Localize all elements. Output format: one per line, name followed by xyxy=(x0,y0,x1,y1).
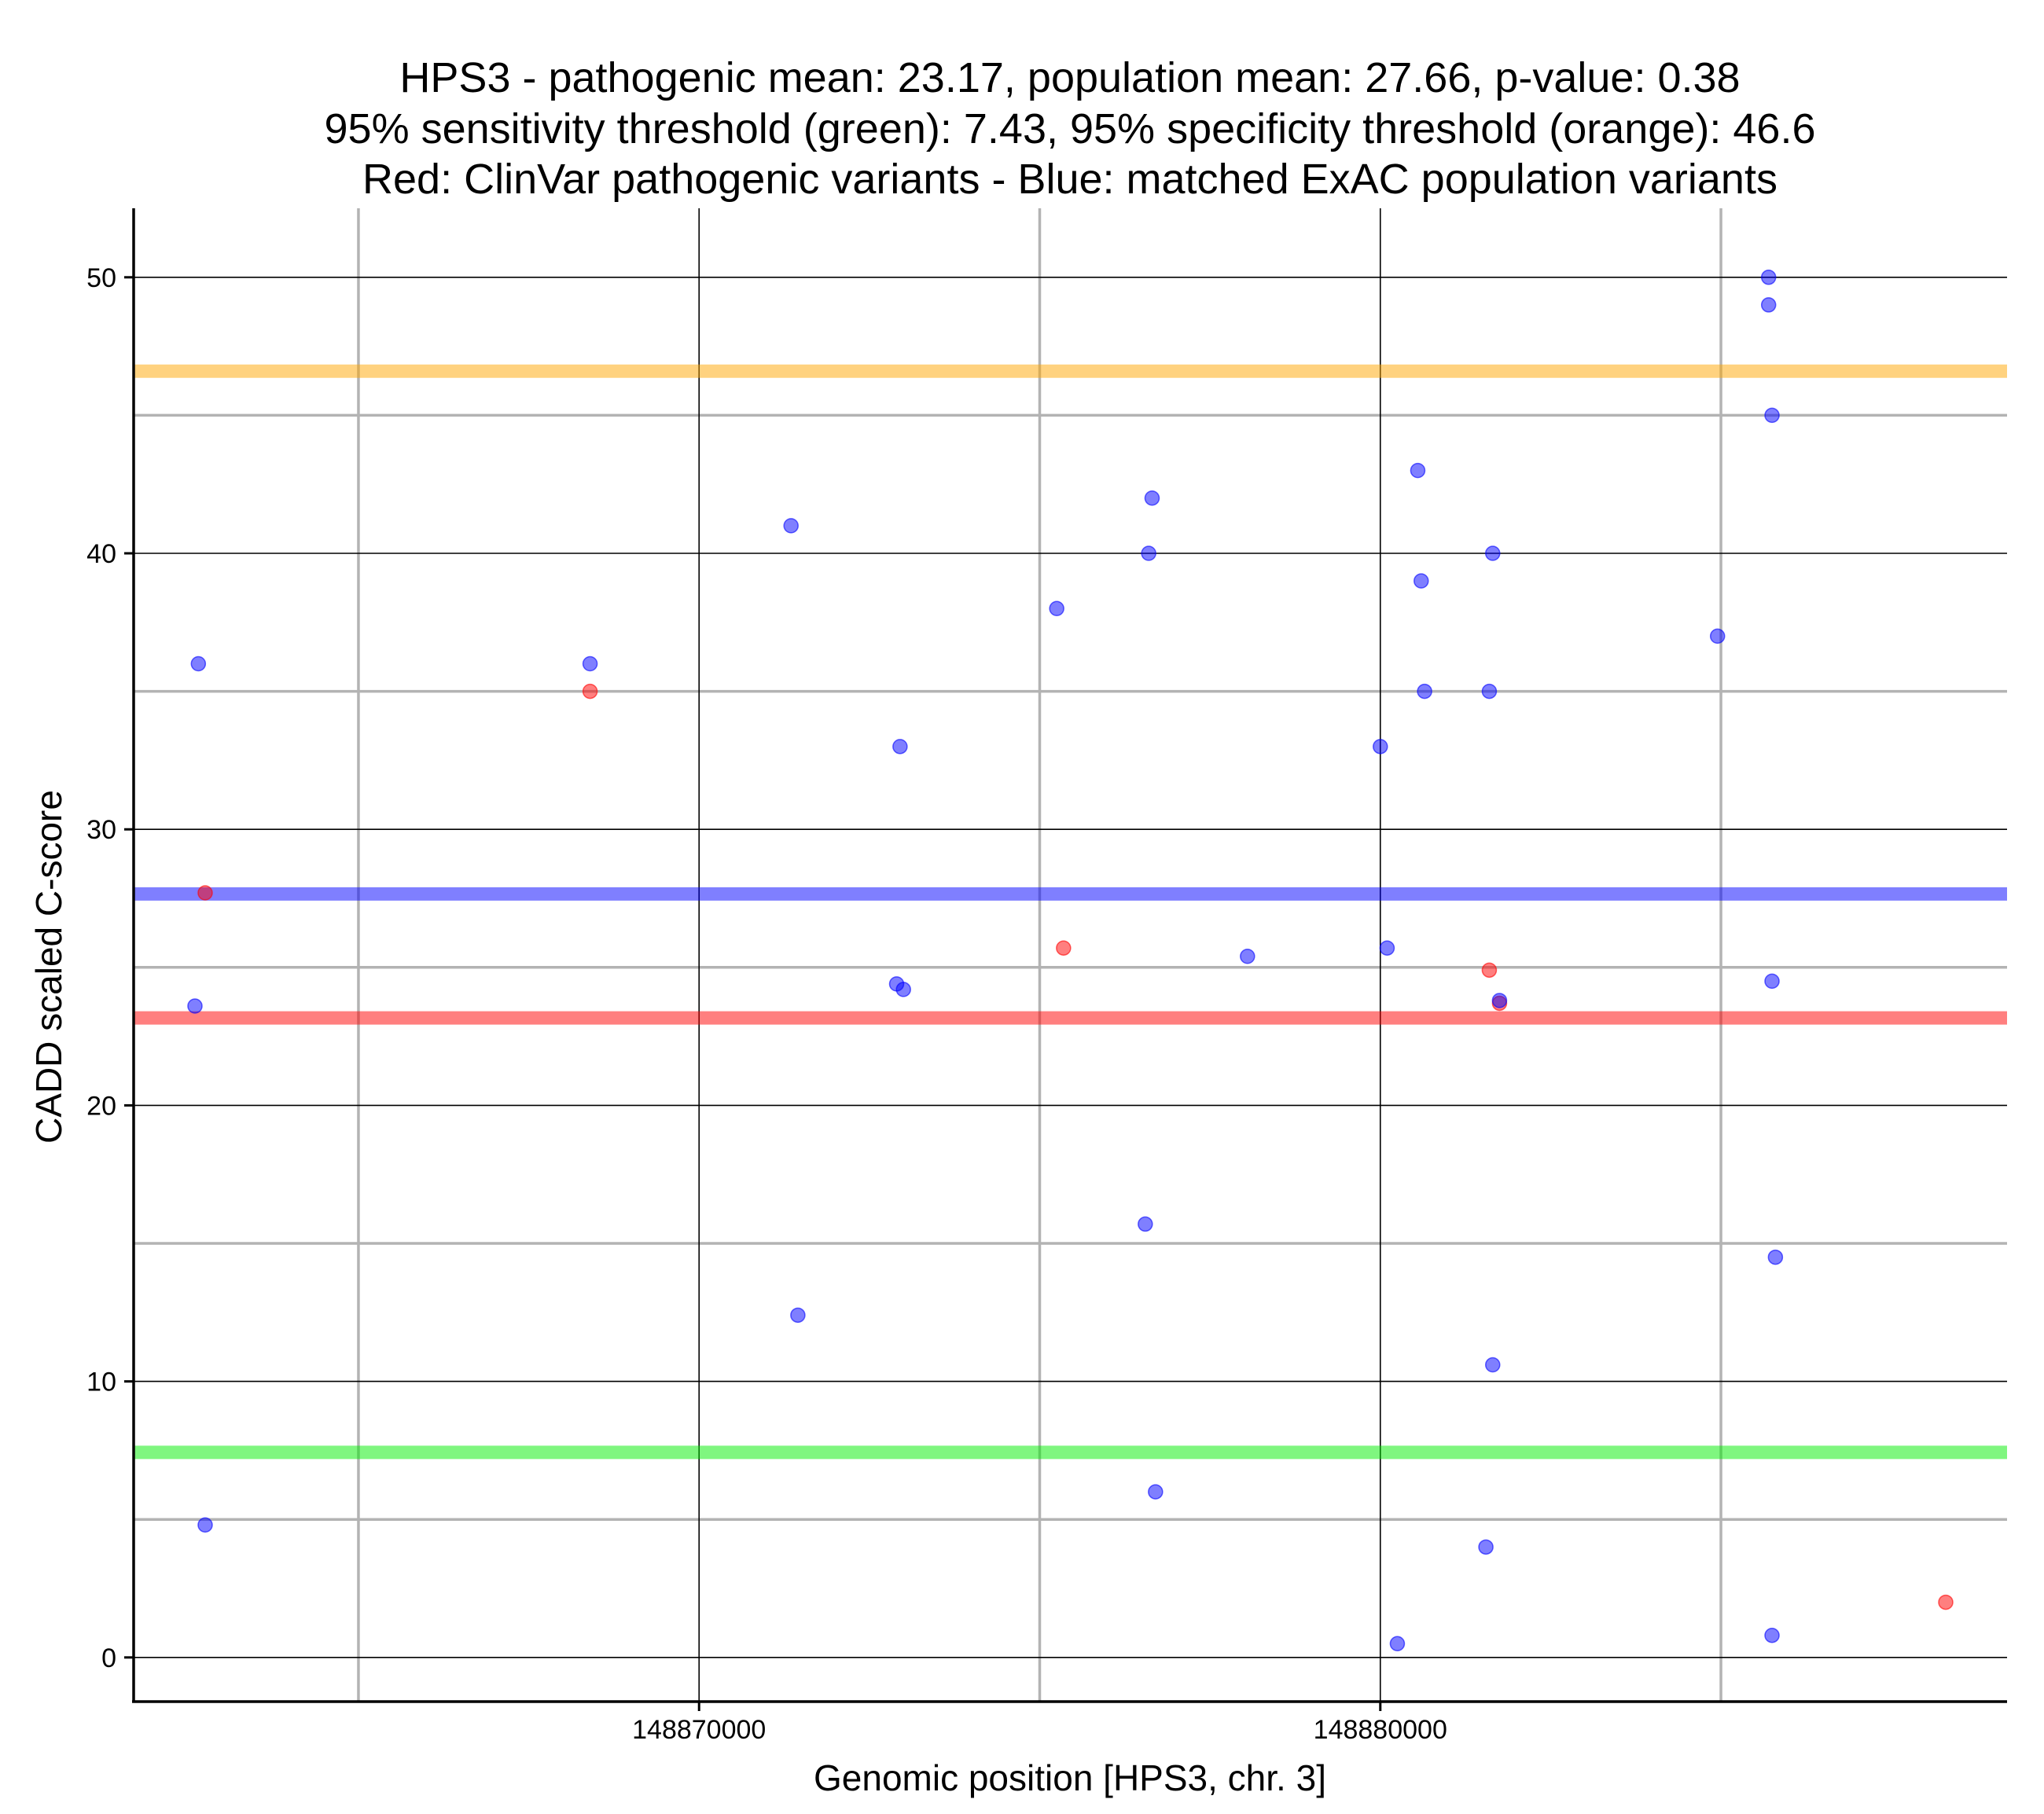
population-point xyxy=(1760,270,1777,285)
y-tick-label: 50 xyxy=(86,263,116,293)
chart-title: HPS3 - pathogenic mean: 23.17, populatio… xyxy=(325,54,1816,203)
population-point xyxy=(1481,683,1498,700)
population-point xyxy=(190,655,207,672)
pathogenic-point xyxy=(1481,962,1498,979)
title-line-2: 95% sensitivity threshold (green): 7.43,… xyxy=(325,105,1816,152)
population-point xyxy=(582,655,598,672)
pathogenic-point xyxy=(1938,1594,1954,1610)
population-point xyxy=(1767,1249,1784,1265)
population-point xyxy=(1491,993,1508,1008)
population-point xyxy=(1138,1216,1153,1232)
minor-gridlines xyxy=(134,208,2007,1702)
population-point xyxy=(1709,628,1726,644)
y-axis-title: CADD scaled C-score xyxy=(28,790,69,1144)
population-point xyxy=(1389,1636,1406,1651)
x-axis-title: Genomic position [HPS3, chr. 3] xyxy=(814,1757,1326,1798)
pathogenic-point xyxy=(1056,940,1072,956)
threshold-lines xyxy=(134,364,2007,1460)
population-point xyxy=(1478,1539,1494,1555)
population-point xyxy=(1141,545,1156,561)
population-point xyxy=(1764,973,1780,990)
y-tick-label: 10 xyxy=(86,1368,116,1397)
population-point xyxy=(1760,297,1777,313)
y-tick-label: 30 xyxy=(86,815,116,845)
population-point xyxy=(1485,545,1501,561)
population-point xyxy=(895,982,911,997)
pathogenic-point xyxy=(197,885,213,901)
population-point xyxy=(1485,1357,1501,1373)
population-point xyxy=(1764,1627,1780,1643)
population-point xyxy=(1410,462,1426,479)
title-line-1: HPS3 - pathogenic mean: 23.17, populatio… xyxy=(399,54,1740,101)
population-point xyxy=(1764,407,1780,424)
pathogenic-point xyxy=(582,683,598,700)
major-gridlines xyxy=(134,208,2007,1702)
tick-labels: 0 10 20 30 40 50 148870000 148880000 xyxy=(86,263,1447,1745)
population-point xyxy=(1148,1484,1164,1500)
population-point xyxy=(187,998,203,1014)
y-tick-label: 0 xyxy=(101,1643,116,1673)
population-point xyxy=(1049,600,1064,616)
y-tick-label: 40 xyxy=(86,539,116,569)
population-point xyxy=(783,518,799,534)
population-point xyxy=(1240,949,1255,964)
title-line-3: Red: ClinVar pathogenic variants - Blue:… xyxy=(362,156,1777,203)
population-point xyxy=(892,739,908,755)
population-point xyxy=(1373,739,1388,755)
x-tick-label: 148880000 xyxy=(1314,1715,1447,1745)
axes xyxy=(124,208,2007,1711)
population-point xyxy=(1417,683,1432,700)
population-point xyxy=(1144,490,1160,506)
population-point xyxy=(790,1307,806,1324)
x-tick-label: 148870000 xyxy=(632,1715,766,1745)
data-points xyxy=(187,270,1954,1651)
population-point xyxy=(1414,573,1429,589)
y-tick-label: 20 xyxy=(86,1091,116,1121)
population-point xyxy=(197,1517,213,1533)
population-point xyxy=(1379,940,1395,956)
